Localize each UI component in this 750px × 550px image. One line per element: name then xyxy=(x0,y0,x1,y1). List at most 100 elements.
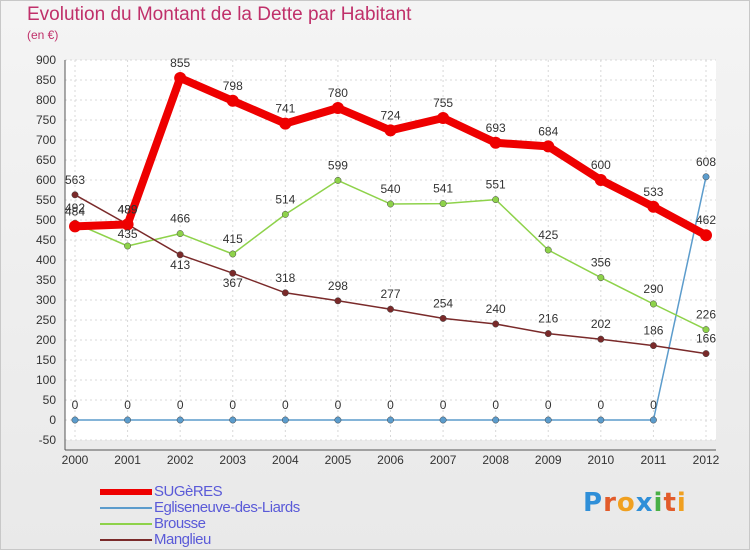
y-tick-label: 50 xyxy=(43,393,57,407)
data-label: 466 xyxy=(170,212,190,226)
y-tick-label: 400 xyxy=(36,253,56,267)
data-point xyxy=(439,200,447,208)
data-point xyxy=(649,416,657,424)
data-point xyxy=(334,416,342,424)
data-point xyxy=(492,320,500,328)
x-tick-label: 2000 xyxy=(62,453,89,467)
y-tick-label: 650 xyxy=(36,153,56,167)
data-point xyxy=(281,210,289,218)
data-labels: 484 489 855 798 741 780 724 755 693 684 600 533 462 0… xyxy=(65,56,716,412)
data-label: 551 xyxy=(486,178,506,192)
data-label: 0 xyxy=(440,398,447,412)
data-label: 755 xyxy=(433,96,453,110)
data-label: 186 xyxy=(643,324,663,338)
data-label: 484 xyxy=(65,204,85,218)
y-tick-label: 800 xyxy=(36,93,56,107)
data-label: 724 xyxy=(380,108,400,122)
data-label: 0 xyxy=(229,398,236,412)
data-label: 600 xyxy=(591,158,611,172)
logo-letter: t xyxy=(663,488,677,518)
data-label: 0 xyxy=(387,398,394,412)
data-point xyxy=(334,176,342,184)
data-label: 435 xyxy=(118,227,138,241)
data-label: 216 xyxy=(538,312,558,326)
data-point xyxy=(387,305,394,313)
data-point xyxy=(649,300,657,308)
data-label: 202 xyxy=(591,317,611,331)
data-point xyxy=(647,200,660,213)
data-label: 0 xyxy=(124,398,131,412)
data-label: 415 xyxy=(223,232,243,246)
y-tick-label: 700 xyxy=(36,133,56,147)
data-point xyxy=(124,416,132,424)
x-tick-label: 2005 xyxy=(325,453,352,467)
data-label: 489 xyxy=(118,202,138,216)
data-point xyxy=(437,112,450,124)
data-label: 290 xyxy=(643,282,663,296)
legend-label: SUGèRES xyxy=(154,483,223,500)
data-label: 254 xyxy=(433,296,453,310)
y-tick-label: 900 xyxy=(36,53,56,67)
data-point xyxy=(281,416,289,424)
data-point xyxy=(384,124,397,137)
data-label: 0 xyxy=(597,398,604,412)
x-tick-label: 2003 xyxy=(219,453,246,467)
data-point xyxy=(544,246,552,254)
data-label: 563 xyxy=(65,173,85,187)
x-tick-label: 2010 xyxy=(587,453,614,467)
data-point xyxy=(439,314,447,322)
data-point xyxy=(597,416,605,424)
data-label: 855 xyxy=(170,56,190,70)
y-tick-label: 750 xyxy=(36,113,56,127)
data-label: 780 xyxy=(328,86,348,100)
x-tick-label: 2008 xyxy=(482,453,509,467)
legend-swatch xyxy=(100,489,152,495)
legend-swatch xyxy=(100,507,152,509)
data-label: 684 xyxy=(538,124,558,138)
data-label: 240 xyxy=(486,302,506,316)
data-point xyxy=(544,330,552,338)
data-point xyxy=(387,200,394,208)
x-tick-label: 2009 xyxy=(535,453,562,467)
legend-label: Brousse xyxy=(154,515,206,532)
data-point xyxy=(174,72,187,84)
axes: -50 0 50 100 150 200 250 300 350 400 450 500 550 600 6… xyxy=(36,53,720,467)
data-point xyxy=(279,117,292,130)
data-label: 533 xyxy=(643,185,663,199)
logo-letter: o xyxy=(616,488,636,518)
data-label: 0 xyxy=(545,398,552,412)
data-point xyxy=(649,342,657,350)
data-point xyxy=(544,416,552,424)
legend-label: Egliseneuve-des-Liards xyxy=(154,499,300,516)
x-tick-label: 2004 xyxy=(272,453,299,467)
chart-unit: (en €) xyxy=(27,28,59,42)
data-label: 367 xyxy=(223,276,243,290)
data-point xyxy=(71,191,79,199)
data-point xyxy=(439,416,447,424)
data-point xyxy=(281,289,289,297)
y-tick-label: 600 xyxy=(36,173,56,187)
data-point xyxy=(226,94,239,107)
y-tick-label: -50 xyxy=(39,433,57,447)
legend-swatch xyxy=(100,523,152,525)
y-tick-label: 450 xyxy=(36,233,56,247)
data-label: 0 xyxy=(335,398,342,412)
logo-letter: P xyxy=(583,488,604,518)
data-point xyxy=(176,230,184,238)
data-point xyxy=(489,136,502,149)
data-point xyxy=(702,326,710,334)
y-tick-label: 850 xyxy=(36,73,56,87)
series xyxy=(69,72,712,424)
data-label: 0 xyxy=(492,398,499,412)
data-label: 0 xyxy=(72,398,79,412)
y-tick-label: 150 xyxy=(36,353,56,367)
data-point xyxy=(331,102,344,114)
data-point xyxy=(542,140,555,153)
chart-title: Evolution du Montant de la Dette par Hab… xyxy=(27,4,412,25)
y-tick-label: 100 xyxy=(36,373,56,387)
data-label: 514 xyxy=(275,192,295,206)
data-point xyxy=(700,229,712,242)
logo-letter: i xyxy=(653,488,664,518)
data-point xyxy=(492,416,500,424)
logo-letter: r xyxy=(603,488,617,518)
